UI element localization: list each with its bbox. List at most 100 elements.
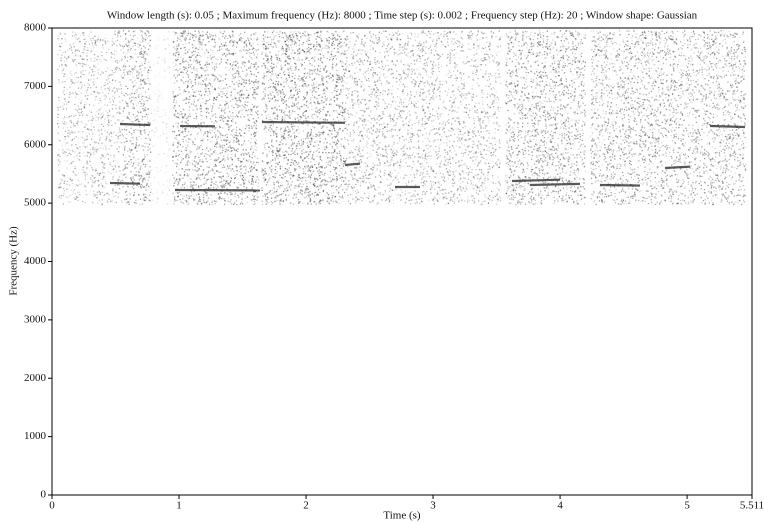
texture-dot [167,186,168,187]
texture-dot [92,182,93,183]
texture-dot [137,96,138,97]
texture-dot [241,110,242,111]
texture-dot [271,204,272,205]
texture-dot [158,95,159,96]
texture-dot [131,137,132,138]
texture-dot [333,201,334,202]
texture-dot [323,90,324,91]
texture-dot [236,166,237,167]
texture-dot [199,32,200,33]
texture-dot [88,120,89,121]
texture-dot [307,92,308,93]
texture-dot [101,162,102,163]
texture-dot [308,84,309,85]
texture-dot [201,203,202,204]
texture-dot [90,177,91,178]
texture-dot [317,116,318,117]
texture-dot [236,142,237,143]
texture-dot [69,92,70,93]
texture-dot [100,100,101,101]
texture-dot [97,202,98,203]
texture-dot [201,95,202,96]
texture-dot [157,89,158,90]
texture-dot [112,79,113,80]
texture-dot [131,179,132,180]
texture-dot [143,145,144,146]
texture-dot [248,180,249,181]
texture-dot [77,110,78,111]
texture-dot [155,48,156,49]
texture-dot [303,168,304,169]
texture-dot [310,151,311,152]
texture-dot [305,118,306,119]
texture-dot [249,44,250,45]
texture-dot [205,174,206,175]
texture-dot [150,152,151,153]
texture-dot [321,128,322,129]
texture-dot [337,143,338,144]
texture-dot [326,104,327,105]
texture-dot [85,139,86,140]
texture-dot [71,50,72,51]
texture-dot [91,112,92,113]
texture-dot [176,135,177,136]
texture-dot [188,131,189,132]
texture-dot [197,134,198,135]
texture-dot [317,70,318,71]
texture-dot [241,161,242,162]
texture-dot [264,75,265,76]
texture-dot [181,151,182,152]
texture-dot [200,123,201,124]
texture-dot [169,179,170,180]
texture-dot [213,114,214,115]
texture-dot [119,192,120,193]
texture-dot [211,34,212,35]
texture-dot [322,80,323,81]
texture-dot [249,155,250,156]
texture-dot [73,161,74,162]
texture-dot [221,185,222,186]
texture-dot [270,66,271,67]
texture-dot [331,186,332,187]
texture-dot [195,92,196,93]
texture-dot [275,169,276,170]
texture-dot [143,105,144,106]
texture-dot [222,91,223,92]
texture-dot [183,141,184,142]
texture-dot [107,200,108,201]
texture-dot [98,37,99,38]
texture-dot [341,81,342,82]
texture-dot [202,161,203,162]
texture-dot [72,31,73,32]
texture-dot [196,118,197,119]
texture-dot [275,99,276,100]
texture-dot [327,157,328,158]
texture-dot [227,97,228,98]
texture-dot [226,91,227,92]
texture-dot [208,74,209,75]
texture-dot [130,198,131,199]
texture-dot [224,193,225,194]
texture-dot [323,125,324,126]
texture-dot [225,117,226,118]
texture-dot [66,168,67,169]
texture-dot [74,35,75,36]
texture-dot [247,97,248,98]
texture-dot [240,95,241,96]
texture-dot [206,117,207,118]
texture-dot [131,162,132,163]
texture-dot [311,141,312,142]
texture-dot [112,70,113,71]
texture-dot [139,145,140,146]
texture-dot [104,104,105,105]
texture-dot [270,58,271,59]
texture-dot [229,35,230,36]
texture-dot [185,200,186,201]
texture-dot [209,155,210,156]
texture-dot [251,128,252,129]
texture-dot [81,86,82,87]
texture-dot [243,98,244,99]
texture-dot [173,66,174,67]
texture-dot [112,41,113,42]
texture-dot [132,77,133,78]
